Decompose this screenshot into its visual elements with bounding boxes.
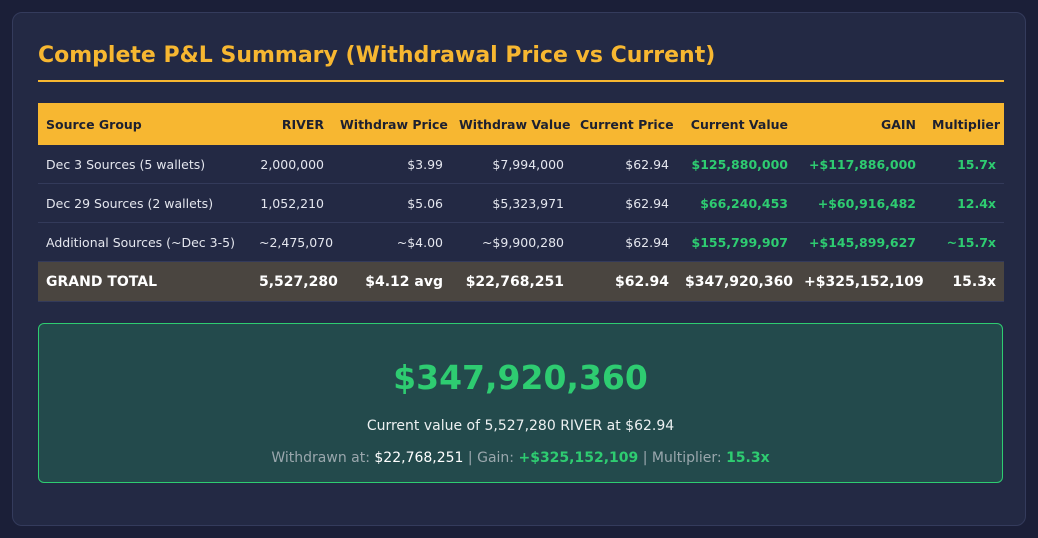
col-header-multiplier: Multiplier <box>924 103 1004 145</box>
cell-current-value: $66,240,453 <box>677 183 796 223</box>
cell-current-price: $62.94 <box>572 145 677 184</box>
summary-details: Withdrawn at: $22,768,251 | Gain: +$325,… <box>39 450 1002 466</box>
cell-current-price: $62.94 <box>572 183 677 223</box>
cell-gain: +$145,899,627 <box>796 222 924 262</box>
total-label: GRAND TOTAL <box>38 261 251 302</box>
cell-source-group: Additional Sources (~Dec 3-5) <box>38 222 251 262</box>
cell-withdraw-price: $3.99 <box>332 145 451 184</box>
multiplier-value: 15.3x <box>726 450 770 466</box>
col-header-river: RIVER <box>251 103 332 145</box>
cell-river: 2,000,000 <box>251 145 332 184</box>
cell-withdraw-price: ~$4.00 <box>332 222 451 262</box>
page-title: Complete P&L Summary (Withdrawal Price v… <box>38 43 716 68</box>
cell-river: 1,052,210 <box>251 183 332 223</box>
table-row: Dec 3 Sources (5 wallets) 2,000,000 $3.9… <box>38 145 1004 184</box>
cell-source-group: Dec 29 Sources (2 wallets) <box>38 183 251 223</box>
total-withdraw-value: $22,768,251 <box>451 261 572 302</box>
multiplier-label: Multiplier: <box>651 450 722 466</box>
col-header-withdraw-price: Withdraw Price <box>332 103 451 145</box>
col-header-withdraw-value: Withdraw Value <box>451 103 572 145</box>
cell-current-value: $125,880,000 <box>677 145 796 184</box>
summary-current-value: $347,920,360 <box>393 358 648 397</box>
total-current-price: $62.94 <box>572 261 677 302</box>
cell-multiplier: 15.7x <box>924 145 1004 184</box>
summary-subtitle: Current value of 5,527,280 RIVER at $62.… <box>366 418 675 434</box>
total-gain: +$325,152,109 <box>796 261 924 302</box>
grand-total-row: GRAND TOTAL 5,527,280 $4.12 avg $22,768,… <box>38 261 1004 302</box>
separator: | <box>642 450 648 466</box>
separator: | <box>467 450 473 466</box>
col-header-gain: GAIN <box>796 103 924 145</box>
table-row: Dec 29 Sources (2 wallets) 1,052,210 $5.… <box>38 183 1004 223</box>
gain-label: Gain: <box>477 450 515 466</box>
total-current-value: $347,920,360 <box>677 261 796 302</box>
cell-source-group: Dec 3 Sources (5 wallets) <box>38 145 251 184</box>
gain-value: +$325,152,109 <box>518 450 639 466</box>
col-header-current-value: Current Value <box>677 103 796 145</box>
cell-current-value: $155,799,907 <box>677 222 796 262</box>
pnl-summary-card: Complete P&L Summary (Withdrawal Price v… <box>12 12 1026 526</box>
cell-withdraw-value: $5,323,971 <box>451 183 572 223</box>
table-row: Additional Sources (~Dec 3-5) ~2,475,070… <box>38 222 1004 262</box>
withdrawn-label: Withdrawn at: <box>271 450 370 466</box>
cell-multiplier: 12.4x <box>924 183 1004 223</box>
cell-withdraw-value: $7,994,000 <box>451 145 572 184</box>
cell-gain: +$117,886,000 <box>796 145 924 184</box>
col-header-source-group: Source Group <box>38 103 251 145</box>
cell-withdraw-value: ~$9,900,280 <box>451 222 572 262</box>
table-header-row: Source Group RIVER Withdraw Price Withdr… <box>38 103 1004 145</box>
cell-withdraw-price: $5.06 <box>332 183 451 223</box>
pnl-table: Source Group RIVER Withdraw Price Withdr… <box>38 103 1004 302</box>
col-header-current-price: Current Price <box>572 103 677 145</box>
total-withdraw-price: $4.12 avg <box>332 261 451 302</box>
total-river: 5,527,280 <box>251 261 338 302</box>
total-multiplier: 15.3x <box>924 261 1004 302</box>
cell-gain: +$60,916,482 <box>796 183 924 223</box>
cell-multiplier: ~15.7x <box>924 222 1004 262</box>
title-divider <box>38 80 1004 82</box>
cell-current-price: $62.94 <box>572 222 677 262</box>
summary-box: $347,920,360 Current value of 5,527,280 … <box>38 323 1003 483</box>
cell-river: ~2,475,070 <box>251 222 333 262</box>
withdrawn-value: $22,768,251 <box>374 450 464 466</box>
